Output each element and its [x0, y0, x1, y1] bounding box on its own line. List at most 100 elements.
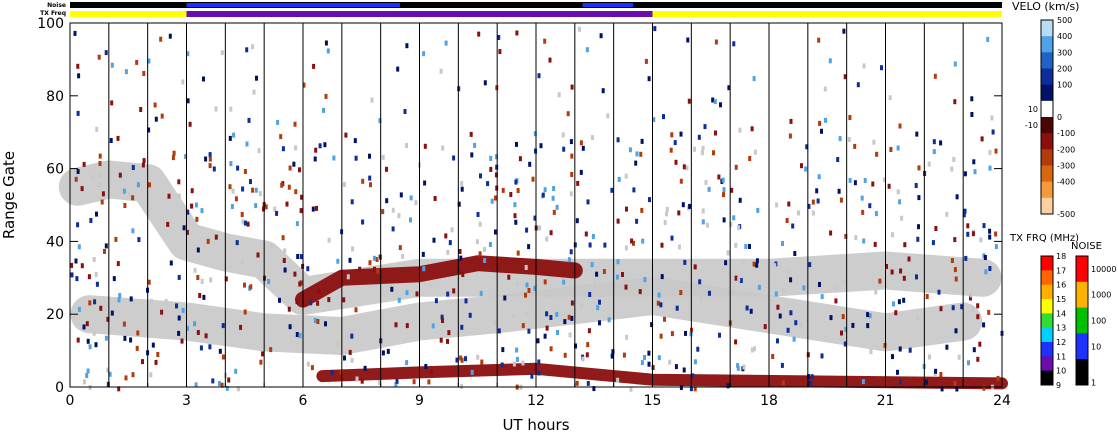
speckle — [737, 276, 741, 282]
speckle — [647, 350, 651, 356]
speckle — [990, 115, 994, 121]
speckle — [104, 335, 108, 341]
speckle — [490, 198, 494, 204]
speckle — [853, 180, 857, 186]
speckle — [653, 26, 657, 32]
speckle — [957, 354, 961, 360]
speckle — [424, 364, 428, 369]
speckle — [818, 282, 821, 287]
speckle — [970, 96, 974, 102]
speckle — [950, 258, 954, 263]
speckle — [727, 85, 731, 91]
speckle — [76, 337, 80, 343]
speckle — [635, 218, 639, 224]
speckle — [853, 143, 857, 149]
speckle — [563, 319, 567, 325]
speckle — [591, 234, 595, 239]
speckle — [483, 258, 487, 263]
speckle — [737, 225, 741, 231]
speckle — [854, 235, 858, 241]
speckle — [722, 217, 726, 223]
speckle — [514, 179, 518, 185]
speckle — [665, 207, 669, 212]
speckle — [318, 143, 322, 149]
speckle — [681, 202, 685, 208]
speckle — [489, 166, 493, 172]
speckle — [933, 73, 937, 79]
speckle — [988, 266, 992, 271]
speckle — [714, 130, 717, 136]
speckle — [616, 218, 620, 224]
txfreq-bar-segment — [70, 11, 187, 17]
speckle — [110, 62, 114, 68]
speckle — [354, 307, 358, 313]
speckle — [190, 188, 194, 194]
x-tick-label: 0 — [66, 393, 75, 409]
speckle — [202, 76, 205, 82]
speckle — [994, 148, 998, 154]
speckle — [521, 360, 525, 366]
speckle — [984, 269, 988, 275]
speckle — [350, 357, 354, 363]
speckle — [940, 386, 944, 392]
speckle — [317, 288, 321, 294]
speckle — [518, 156, 522, 162]
speckle — [585, 352, 589, 358]
speckle — [883, 177, 887, 183]
speckle — [610, 187, 614, 193]
speckle — [878, 278, 882, 284]
speckle — [432, 237, 436, 243]
speckle — [615, 274, 619, 280]
txfreq-color-swatch — [1041, 356, 1053, 372]
speckle — [335, 341, 339, 347]
speckle — [148, 182, 151, 188]
noise-color-swatch — [1076, 256, 1088, 283]
speckle — [202, 294, 206, 300]
noise-color-scale: 10000 1000 100 10 1 — [1075, 255, 1116, 387]
speckle — [541, 192, 545, 198]
speckle — [77, 306, 81, 312]
speckle — [98, 172, 102, 177]
speckle — [403, 109, 407, 114]
speckle — [971, 231, 975, 237]
speckle — [473, 142, 477, 148]
velocity-tick-label: -300 — [1057, 162, 1075, 171]
speckle — [679, 178, 683, 184]
speckle — [939, 372, 943, 377]
speckle — [693, 386, 697, 392]
speckle — [137, 237, 141, 243]
txfreq-bar-segment — [652, 11, 1002, 17]
speckle — [198, 293, 202, 298]
speckle — [699, 295, 703, 301]
speckle — [602, 269, 606, 274]
speckle — [236, 386, 240, 392]
txfreq-color-swatch — [1041, 256, 1053, 271]
speckle — [385, 166, 388, 172]
speckle — [177, 274, 181, 280]
speckle — [750, 347, 754, 353]
speckle — [528, 161, 532, 167]
speckle — [848, 178, 852, 183]
speckle — [360, 378, 364, 384]
speckle — [73, 30, 77, 36]
speckle — [840, 330, 843, 336]
speckle — [251, 187, 255, 193]
speckle — [175, 303, 178, 309]
speckle — [249, 284, 253, 290]
speckle — [348, 257, 352, 263]
speckle — [900, 215, 904, 221]
speckle — [285, 201, 289, 207]
speckle — [917, 224, 920, 230]
speckle — [586, 342, 590, 348]
speckle — [616, 259, 620, 265]
speckle — [663, 316, 666, 322]
speckle — [300, 194, 304, 200]
speckle — [640, 207, 644, 213]
x-axis-ticks: 0 3 6 9 12 15 18 21 24 — [66, 379, 1011, 409]
speckle — [575, 218, 579, 224]
speckle — [497, 328, 501, 334]
speckle — [405, 323, 409, 329]
speckle — [586, 380, 590, 386]
speckle — [717, 174, 721, 180]
speckle — [686, 37, 690, 43]
